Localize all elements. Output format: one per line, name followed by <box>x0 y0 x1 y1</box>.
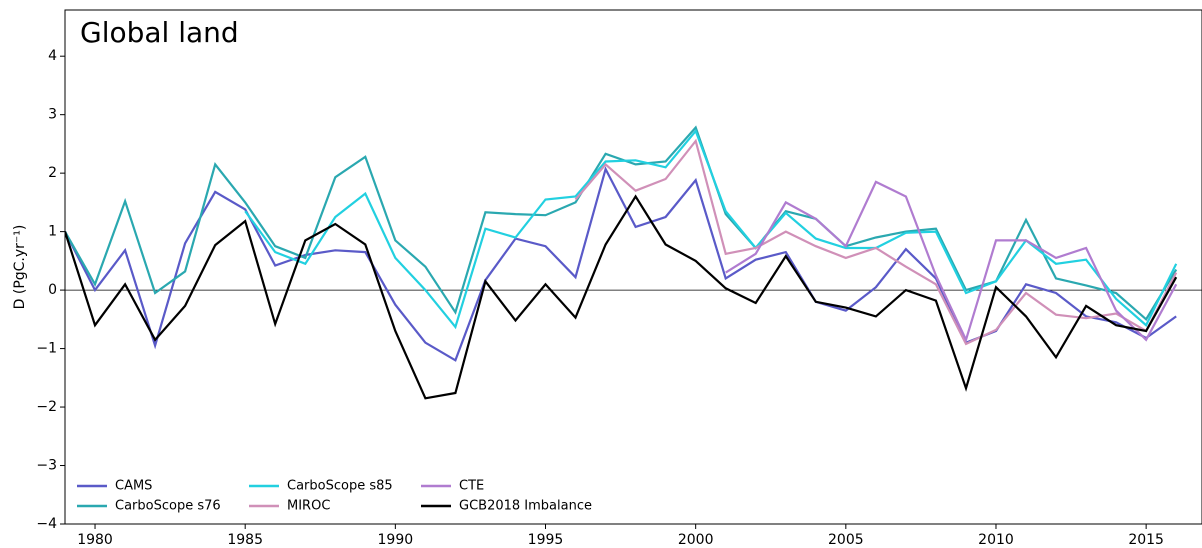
y-tick-label: 2 <box>48 165 57 181</box>
legend-label: MIROC <box>287 499 330 514</box>
x-tick-label: 2015 <box>1128 532 1164 548</box>
y-tick-label: 4 <box>48 48 57 64</box>
y-tick-label: −2 <box>36 399 57 415</box>
y-tick-label: 3 <box>48 107 57 123</box>
plot-area <box>65 125 1202 400</box>
y-tick-label: −1 <box>36 341 57 357</box>
series-line <box>65 194 1178 400</box>
series-line <box>244 128 1178 330</box>
series-line <box>65 125 1178 321</box>
legend-label: GCB2018 Imbalance <box>459 499 592 514</box>
y-tick-label: −3 <box>36 458 57 474</box>
x-tick-label: 2005 <box>828 532 864 548</box>
x-tick-label: 1985 <box>227 532 263 548</box>
legend-label: CarboScope s85 <box>287 479 393 494</box>
y-tick-label: 0 <box>48 282 57 298</box>
x-tick-label: 1990 <box>378 532 414 548</box>
chart-title: Global land <box>80 16 239 49</box>
legend-label: CAMS <box>115 479 152 494</box>
series-line <box>725 180 1178 343</box>
plot-frame <box>64 9 1202 525</box>
legend-label: CTE <box>459 479 484 494</box>
y-tick-label: 1 <box>48 224 57 240</box>
x-tick-label: 1995 <box>528 532 564 548</box>
series-line <box>574 138 1178 346</box>
y-axis-label: D (PgC.yr⁻¹) <box>12 225 28 310</box>
legend-label: CarboScope s76 <box>115 499 221 514</box>
x-tick-label: 2010 <box>978 532 1014 548</box>
x-tick-label: 2000 <box>678 532 714 548</box>
x-tick-label: 1980 <box>77 532 113 548</box>
y-tick-label: −4 <box>36 516 57 532</box>
